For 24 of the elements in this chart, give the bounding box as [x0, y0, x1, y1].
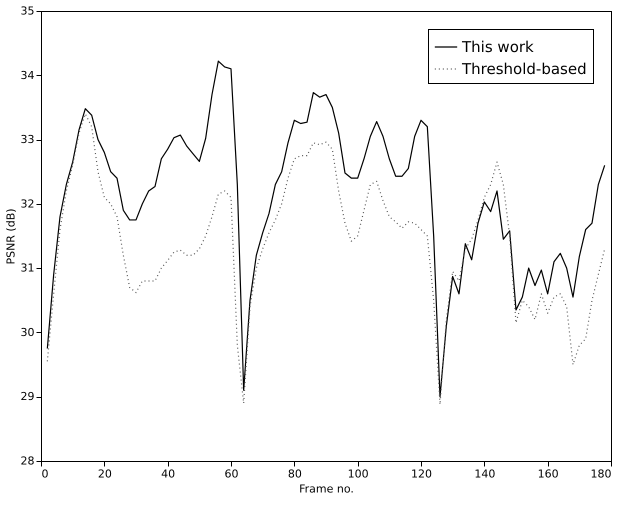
x-tick-label: 160	[538, 468, 559, 480]
y-tick-label: 31	[20, 262, 34, 275]
x-tick-label: 20	[98, 468, 112, 480]
y-tick-label: 29	[20, 390, 34, 404]
legend-label: Threshold-based	[461, 60, 587, 78]
y-axis-title: PSNR (dB)	[4, 208, 18, 265]
x-tick-label: 100	[348, 468, 369, 480]
y-tick-label: 30	[20, 326, 34, 339]
x-tick-label: 60	[224, 468, 238, 480]
line-series	[46, 113, 606, 406]
x-tick-label: 40	[161, 468, 176, 480]
y-tick-label: 34	[20, 68, 34, 82]
x-tick-label: 180	[590, 468, 612, 480]
x-tick-label: 140	[474, 468, 496, 480]
legend-label: This work	[461, 38, 534, 56]
y-tick-label: 33	[20, 133, 34, 146]
line-series	[46, 60, 606, 398]
y-tick-label: 32	[20, 197, 34, 210]
x-tick-label: 0	[42, 468, 48, 480]
x-tick-label: 120	[411, 468, 432, 480]
x-axis-title: Frame no.	[299, 482, 354, 496]
y-tick-label: 35	[20, 4, 34, 18]
y-tick-label: 28	[20, 454, 34, 468]
x-tick-label: 80	[288, 468, 302, 480]
